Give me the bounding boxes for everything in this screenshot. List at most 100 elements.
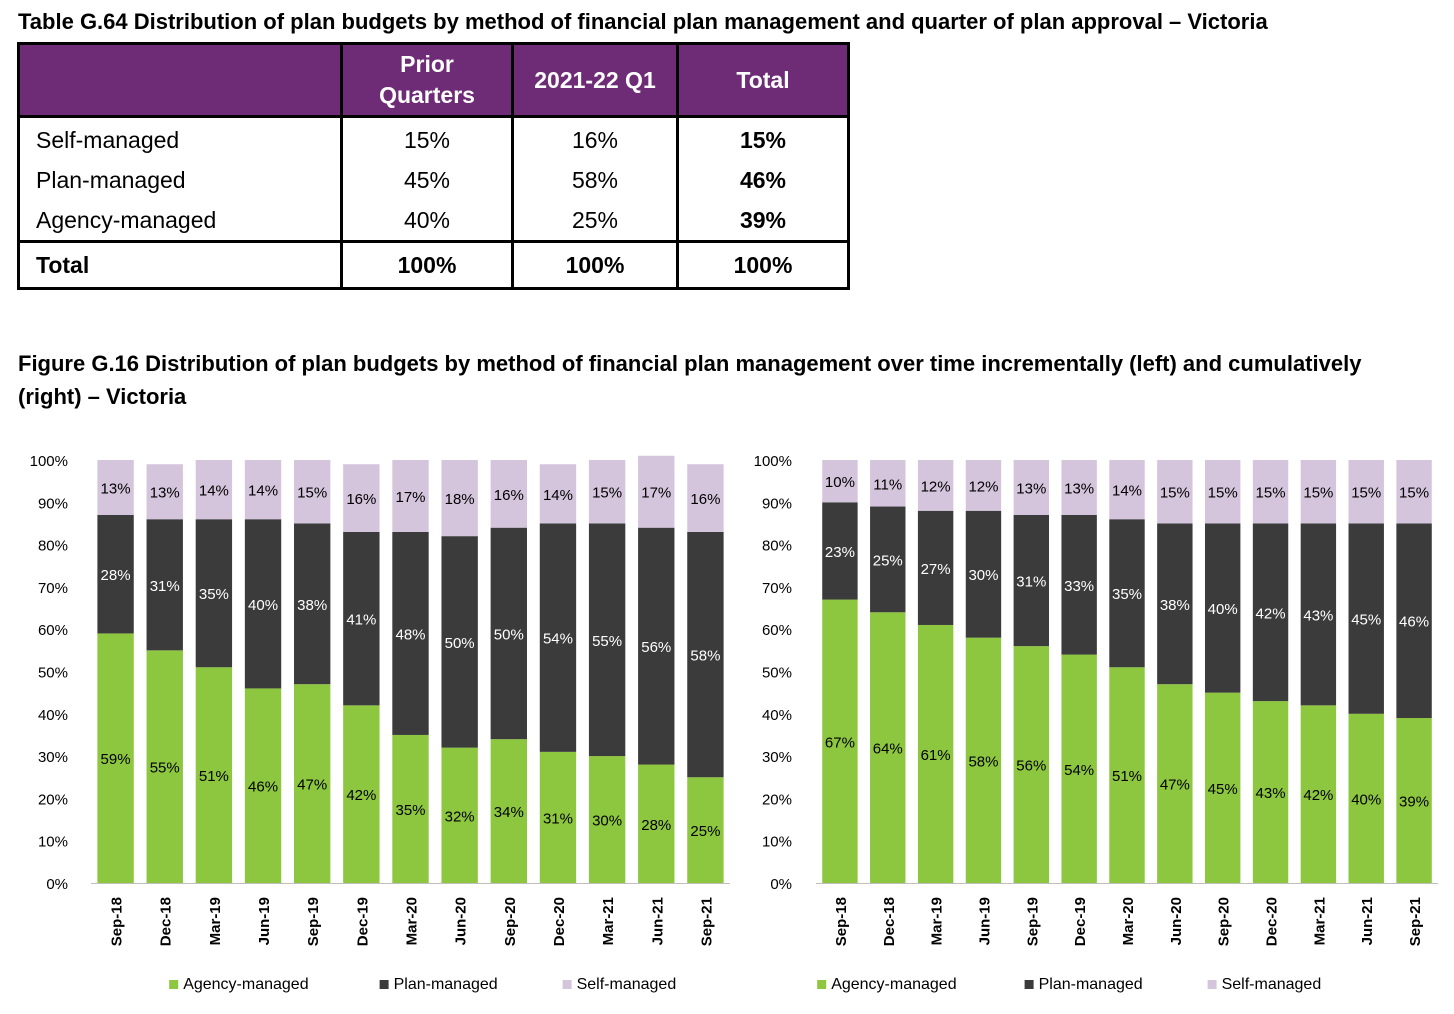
bar-segment-self-managed: [1204, 460, 1241, 524]
incremental-chart: 0% 10% 20% 30% 40% 50% 60% 70% 80% 90% 100% 59% 28% 1…: [30, 453, 730, 993]
data-label: 31%: [150, 578, 180, 595]
legend-label: Plan-managed: [1039, 976, 1143, 993]
data-label: 43%: [1303, 607, 1333, 624]
header-2021-22-q1: 2021-22 Q1: [511, 42, 679, 118]
bar-segment-plan-managed: [1204, 523, 1241, 693]
data-label: 46%: [1399, 614, 1429, 631]
data-label: 13%: [150, 485, 180, 502]
cell-q1: 16%: [511, 116, 679, 160]
data-label: 40%: [1208, 601, 1238, 618]
legend-swatch: [169, 980, 179, 989]
data-label: 54%: [1064, 762, 1094, 779]
bar-segment-agency-managed: [1109, 667, 1145, 883]
x-tick-label: Sep-20: [1216, 897, 1233, 946]
bar-segment-self-managed: [1300, 460, 1337, 524]
data-label: 31%: [543, 810, 573, 827]
data-label: 15%: [1303, 485, 1333, 502]
cell-total: 15%: [676, 116, 850, 160]
bar-segment-agency-managed: [490, 739, 527, 883]
data-label: 15%: [1160, 485, 1190, 502]
bar-segment-self-managed: [1109, 460, 1145, 520]
x-tick-label: Sep-18: [109, 897, 126, 946]
table-header-row: Prior Quarters 2021-22 Q1 Total: [17, 42, 850, 118]
data-label: 38%: [297, 597, 327, 614]
bar-segment-agency-managed: [965, 637, 1002, 883]
data-label: 14%: [543, 487, 573, 504]
data-label: 58%: [690, 648, 720, 665]
y-tick-label: 100%: [754, 453, 792, 470]
bar-segment-plan-managed: [294, 523, 331, 685]
x-tick-label: Mar-19: [929, 897, 946, 945]
data-label: 31%: [1016, 574, 1046, 591]
y-tick-label: 60%: [762, 622, 792, 639]
x-tick-label: Dec-18: [881, 897, 898, 946]
x-tick-label: Jun-19: [976, 897, 993, 945]
bar-segment-agency-managed: [1300, 705, 1337, 883]
table-row-plan-managed: Plan-managed 45% 58% 46%: [17, 160, 850, 200]
x-tick-label: Jun-20: [453, 897, 470, 945]
bar-segment-plan-managed: [97, 514, 134, 634]
bar-segment-plan-managed: [1300, 523, 1337, 706]
bar-segment-agency-managed: [392, 734, 429, 883]
y-tick-label: 30%: [38, 749, 68, 766]
header-prior-quarters: Prior Quarters: [340, 42, 514, 118]
bar-segment-agency-managed: [294, 684, 331, 883]
data-label: 61%: [921, 747, 951, 764]
y-tick-label: 80%: [762, 538, 792, 555]
header-blank: [17, 42, 343, 118]
data-label: 30%: [592, 813, 622, 830]
x-tick-label: Mar-19: [207, 897, 224, 945]
data-label: 40%: [1351, 791, 1381, 808]
y-tick-label: 80%: [38, 538, 68, 555]
data-label: 28%: [641, 817, 671, 834]
x-tick-label: Sep-21: [1407, 897, 1424, 946]
data-label: 25%: [690, 823, 720, 840]
legend-label: Agency-managed: [831, 976, 956, 993]
row-label: Total: [17, 241, 343, 290]
bar-segment-self-managed: [870, 460, 906, 507]
x-tick-label: Dec-19: [1072, 897, 1089, 946]
data-label: 59%: [101, 751, 131, 768]
x-tick-label: Sep-21: [698, 897, 715, 946]
x-tick-label: Sep-18: [833, 897, 850, 946]
header-total: Total: [676, 42, 850, 118]
bar-segment-agency-managed: [343, 705, 380, 883]
bar-segment-plan-managed: [1252, 523, 1289, 702]
table-row-agency-managed: Agency-managed 40% 25% 39%: [17, 200, 850, 243]
x-tick-label: Dec-19: [354, 897, 371, 946]
cell-q1: 25%: [511, 200, 679, 243]
bar-segment-agency-managed: [97, 633, 134, 883]
bar-segment-self-managed: [195, 460, 233, 520]
bar-segment-self-managed: [917, 460, 954, 511]
data-label: 17%: [641, 485, 671, 502]
y-tick-label: 70%: [762, 580, 792, 597]
bar-segment-self-managed: [294, 460, 331, 524]
data-label: 34%: [494, 804, 524, 821]
data-label: 16%: [494, 487, 524, 504]
bar-segment-plan-managed: [539, 523, 577, 752]
data-label: 56%: [1016, 758, 1046, 775]
legend-swatch: [817, 980, 827, 989]
data-label: 38%: [1160, 597, 1190, 614]
bar-segment-agency-managed: [146, 650, 183, 883]
bar-segment-agency-managed: [1013, 646, 1050, 883]
bar-segment-self-managed: [1157, 460, 1193, 524]
data-label: 13%: [1064, 480, 1094, 497]
legend-swatch: [562, 980, 572, 989]
bar-segment-agency-managed: [1061, 654, 1097, 883]
y-tick-label: 40%: [38, 707, 68, 724]
data-label: 16%: [690, 491, 720, 508]
data-label: 50%: [494, 626, 524, 643]
data-label: 14%: [199, 483, 229, 500]
y-tick-label: 50%: [38, 665, 68, 682]
bar-segment-plan-managed: [1109, 519, 1145, 668]
data-label: 25%: [873, 552, 903, 569]
bar-segment-self-managed: [1013, 460, 1050, 515]
legend-swatch: [1207, 980, 1217, 989]
bar-segment-plan-managed: [392, 531, 429, 735]
data-label: 11%: [873, 476, 902, 493]
data-label: 15%: [1351, 485, 1381, 502]
cell-q1: 58%: [511, 160, 679, 200]
bar-segment-plan-managed: [195, 519, 233, 668]
data-label: 17%: [395, 489, 425, 506]
